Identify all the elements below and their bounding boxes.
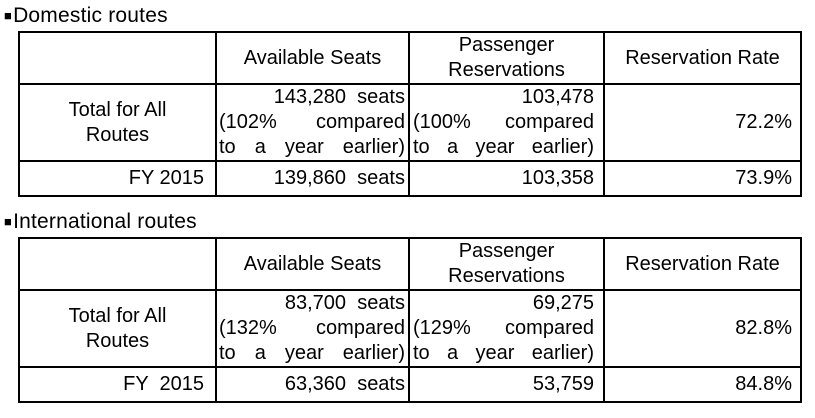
column-header-label: Passenger Reservations xyxy=(448,34,565,81)
cell-reservation-rate-fy: 73.9% xyxy=(603,160,802,197)
cell-value-line: to a year earlier) xyxy=(413,342,594,364)
cell-value-line: 103,478 xyxy=(521,86,594,108)
table-row-fy2015: FY 2015 63,360 seats 53,759 84.8% xyxy=(18,366,802,403)
column-header-label: Passenger Reservations xyxy=(448,240,565,287)
column-header-reservation-rate: Reservation Rate xyxy=(603,31,802,85)
cell-value: 63,360 seats xyxy=(284,373,405,395)
cell-value-line: (132% compared xyxy=(219,317,405,339)
section-title-international: ■ International routes xyxy=(4,210,815,234)
report-page: ■ Domestic routes Available Seats Passen… xyxy=(4,4,815,403)
cell-value-line: 143,280 seats xyxy=(273,86,405,108)
cell-reservations-total: 69,275 (129% compared to a year earlier) xyxy=(408,289,605,368)
cell-available-seats-total: 83,700 seats (132% compared to a year ea… xyxy=(215,289,410,368)
cell-value: 73.9% xyxy=(735,167,792,189)
international-routes-table: Available Seats Passenger Reservations R… xyxy=(18,237,802,403)
row-label-fy2015: FY 2015 xyxy=(18,160,217,197)
cell-available-seats-fy: 139,860 seats xyxy=(215,160,410,197)
cell-reservations-fy: 53,759 xyxy=(408,366,605,403)
cell-value-line: (102% compared xyxy=(219,111,405,133)
table-row-fy2015: FY 2015 139,860 seats 103,358 73.9% xyxy=(18,160,802,197)
cell-value: 82.8% xyxy=(735,317,792,339)
column-header-label: Reservation Rate xyxy=(625,252,780,275)
table-row-total: Total for All Routes 143,280 seats (102%… xyxy=(18,83,802,162)
column-header-empty xyxy=(18,31,217,85)
cell-value-line: 83,700 seats xyxy=(284,292,405,314)
column-header-label: Reservation Rate xyxy=(625,46,780,69)
cell-value: 53,759 xyxy=(532,373,594,395)
cell-value: 84.8% xyxy=(735,373,792,395)
cell-reservations-total: 103,478 (100% compared to a year earlier… xyxy=(408,83,605,162)
square-bullet-icon: ■ xyxy=(4,214,13,229)
row-label-line: Total for All xyxy=(68,304,167,327)
column-header-empty xyxy=(18,237,217,291)
column-header-passenger-reservations: Passenger Reservations xyxy=(408,31,605,85)
cell-value-line: (100% compared xyxy=(413,111,594,133)
domestic-routes-table: Available Seats Passenger Reservations R… xyxy=(18,31,802,197)
cell-value: 72.2% xyxy=(735,111,792,133)
cell-reservations-fy: 103,358 xyxy=(408,160,605,197)
section-title-text: International routes xyxy=(13,210,197,233)
cell-value-line: (129% compared xyxy=(413,317,594,339)
row-label-total: Total for All Routes xyxy=(18,289,217,368)
column-header-label: Available Seats xyxy=(243,252,382,275)
square-bullet-icon: ■ xyxy=(4,8,13,23)
row-label-line: Routes xyxy=(85,123,150,146)
section-title-domestic: ■ Domestic routes xyxy=(4,4,815,28)
cell-value-line: to a year earlier) xyxy=(219,342,405,364)
row-label: FY 2015 xyxy=(123,373,204,395)
cell-available-seats-total: 143,280 seats (102% compared to a year e… xyxy=(215,83,410,162)
column-header-available-seats: Available Seats xyxy=(215,237,410,291)
row-label-total: Total for All Routes xyxy=(18,83,217,162)
table-header-row: Available Seats Passenger Reservations R… xyxy=(18,237,802,291)
cell-reservation-rate-fy: 84.8% xyxy=(603,366,802,403)
column-header-reservation-rate: Reservation Rate xyxy=(603,237,802,291)
column-header-passenger-reservations: Passenger Reservations xyxy=(408,237,605,291)
cell-value: 139,860 seats xyxy=(273,167,405,189)
section-title-text: Domestic routes xyxy=(13,4,168,27)
table-header-row: Available Seats Passenger Reservations R… xyxy=(18,31,802,85)
table-row-total: Total for All Routes 83,700 seats (132% … xyxy=(18,289,802,368)
row-label-line: Routes xyxy=(85,329,150,352)
row-label-line: Total for All xyxy=(68,98,167,121)
column-header-label: Available Seats xyxy=(243,46,382,69)
cell-reservation-rate-total: 72.2% xyxy=(603,83,802,162)
row-label: FY 2015 xyxy=(128,167,204,189)
cell-value-line: 69,275 xyxy=(532,292,594,314)
column-header-available-seats: Available Seats xyxy=(215,31,410,85)
cell-available-seats-fy: 63,360 seats xyxy=(215,366,410,403)
cell-value-line: to a year earlier) xyxy=(219,136,405,158)
row-label-fy2015: FY 2015 xyxy=(18,366,217,403)
cell-value: 103,358 xyxy=(521,167,594,189)
cell-value-line: to a year earlier) xyxy=(413,136,594,158)
cell-reservation-rate-total: 82.8% xyxy=(603,289,802,368)
